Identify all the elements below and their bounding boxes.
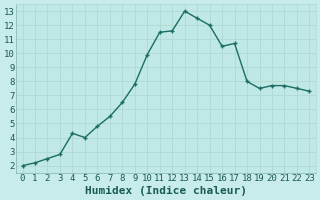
X-axis label: Humidex (Indice chaleur): Humidex (Indice chaleur) — [85, 186, 247, 196]
